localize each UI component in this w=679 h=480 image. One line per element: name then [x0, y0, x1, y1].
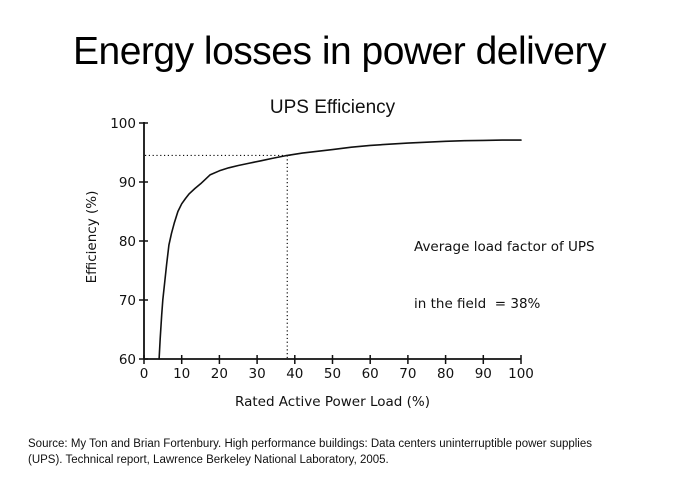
- load-factor-annotation: Average load factor of UPS in the field …: [414, 200, 595, 352]
- x-tick-label: 40: [286, 366, 303, 382]
- x-axis-label: Rated Active Power Load (%): [234, 394, 430, 410]
- x-tick-label: 70: [399, 366, 416, 382]
- x-tick-label: 20: [211, 366, 228, 382]
- y-tick-label: 100: [110, 116, 136, 132]
- annotation-line-1: Average load factor of UPS: [414, 239, 595, 255]
- x-tick-label: 60: [362, 366, 379, 382]
- y-tick-label: 90: [119, 175, 136, 191]
- x-tick-label: 80: [437, 366, 454, 382]
- annotation-line-2: in the field = 38%: [414, 296, 541, 312]
- source-citation: Source: My Ton and Brian Fortenbury. Hig…: [28, 436, 668, 468]
- source-line-1: Source: My Ton and Brian Fortenbury. Hig…: [28, 438, 593, 450]
- x-tick-label: 30: [249, 366, 266, 382]
- x-tick-label: 10: [173, 366, 190, 382]
- chart-title: UPS Efficiency: [269, 97, 396, 118]
- x-tick-label: 0: [140, 366, 149, 382]
- x-tick-label: 50: [324, 366, 341, 382]
- y-tick-label: 80: [119, 234, 136, 250]
- y-tick-label: 60: [119, 352, 136, 368]
- source-line-2: (UPS). Technical report, Lawrence Berkel…: [28, 454, 389, 466]
- y-axis-label: Efficiency (%): [84, 190, 100, 284]
- x-tick-label: 100: [508, 366, 534, 382]
- y-tick-label: 70: [119, 293, 136, 309]
- slide-title: Energy losses in power delivery: [73, 30, 606, 73]
- x-tick-label: 90: [475, 366, 492, 382]
